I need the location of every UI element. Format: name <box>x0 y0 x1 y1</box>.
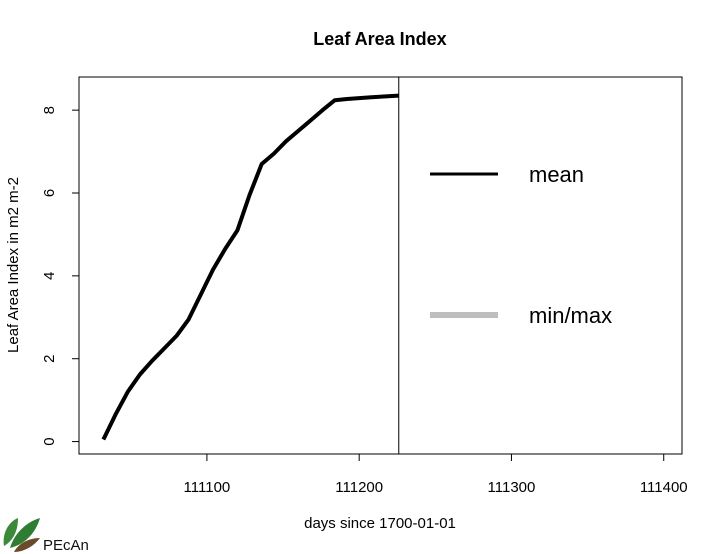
y-tick-label: 2 <box>41 355 58 363</box>
legend-label-mean: mean <box>529 162 584 187</box>
series-line-mean <box>101 93 399 441</box>
x-tick-label: 111100 <box>184 479 231 496</box>
pecan-logo-text: PEcAn <box>43 537 89 554</box>
x-tick-label: 111300 <box>488 479 536 496</box>
x-axis-label: days since 1700-01-01 <box>304 515 456 532</box>
legend: mean min/max <box>430 162 612 328</box>
legend-label-min-max: min/max <box>529 303 612 328</box>
x-tick-label: 111200 <box>335 479 383 496</box>
x-tick-label: 111400 <box>640 479 688 496</box>
y-tick-label: 4 <box>41 272 58 280</box>
y-tick-label: 6 <box>41 189 58 197</box>
plot-frame <box>78 76 683 455</box>
y-tick-label: 0 <box>41 437 58 445</box>
chart-title: Leaf Area Index <box>313 29 446 49</box>
pecan-leaf-icon <box>3 518 40 552</box>
plot-area: 111100 111200 111300 111400 0 2 4 6 8 <box>41 76 688 496</box>
y-tick-label: 8 <box>41 106 58 114</box>
y-axis-label: Leaf Area Index in m2 m-2 <box>5 177 22 353</box>
